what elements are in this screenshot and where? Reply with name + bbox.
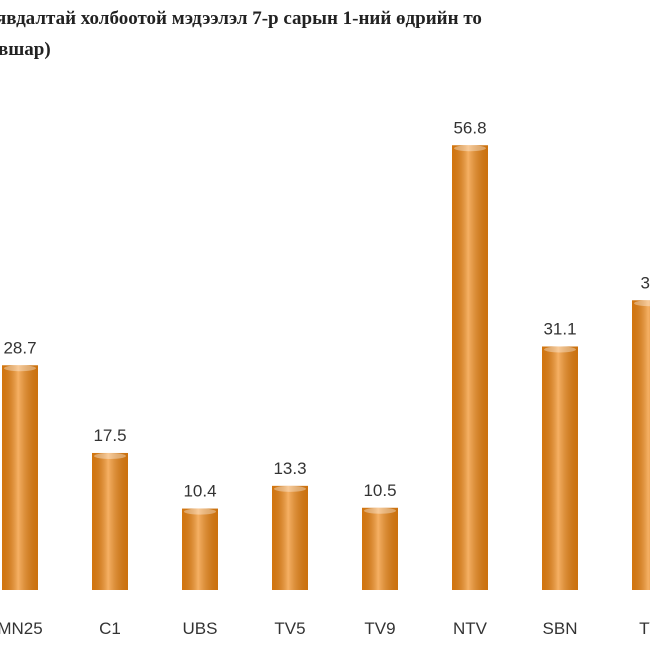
bar-shine [632, 300, 650, 590]
bar-shine [452, 145, 488, 591]
bar-shine [272, 485, 308, 590]
x-tick-label: TV [639, 619, 650, 638]
bar-shine [362, 507, 398, 590]
bar-shine [92, 452, 128, 590]
bar-cap [274, 485, 306, 492]
bar-cap [4, 365, 36, 372]
value-label: 17.5 [93, 426, 126, 445]
x-tick-label: TV5 [274, 619, 305, 638]
bar-shine [542, 346, 578, 590]
bar-cap [544, 346, 576, 353]
value-label: 28.7 [3, 338, 36, 357]
value-label: 10.5 [363, 481, 396, 500]
x-tick-label: MN25 [0, 619, 43, 638]
bar-cap [364, 507, 396, 514]
value-label: 37 [641, 273, 650, 292]
x-tick-label: SBN [543, 619, 578, 638]
bar-cap [454, 145, 486, 152]
x-tick-label: TV9 [364, 619, 395, 638]
x-tick-label: NTV [453, 619, 488, 638]
x-tick-label: UBS [183, 619, 218, 638]
bar-cap [634, 300, 650, 307]
x-tick-label: C1 [99, 619, 121, 638]
value-label: 13.3 [273, 459, 306, 478]
value-label: 10.4 [183, 482, 216, 501]
value-label: 31.1 [543, 319, 576, 338]
chart-subtitle: вшар) [0, 39, 51, 60]
chart-title: явдалтай холбоотой мэдээлэл 7-р сарын 1-… [0, 8, 482, 29]
bar-cap [94, 452, 126, 459]
bar-shine [182, 508, 218, 590]
bar-cap [184, 508, 216, 515]
bar-shine [2, 365, 38, 590]
value-label: 56.8 [453, 118, 486, 137]
